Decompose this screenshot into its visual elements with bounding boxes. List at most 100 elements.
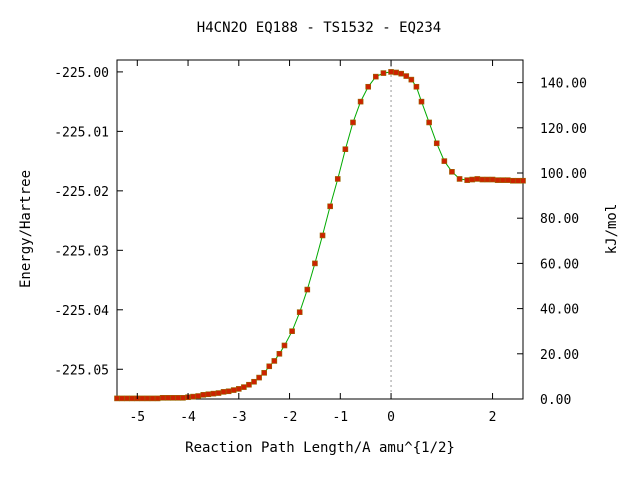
- data-point: [281, 342, 288, 349]
- y-right-tick-label: 100.00: [540, 167, 587, 182]
- x-tick-label: -1: [332, 410, 348, 425]
- data-point: [304, 286, 311, 293]
- data-point: [149, 395, 156, 402]
- data-point: [215, 390, 222, 396]
- data-point: [426, 119, 432, 126]
- y-left-tick-label: -225.04: [54, 304, 109, 319]
- data-point: [129, 395, 136, 402]
- data-point: [510, 177, 516, 184]
- data-point: [433, 140, 440, 147]
- data-point: [175, 395, 181, 401]
- data-point: [380, 70, 387, 76]
- data-point: [441, 158, 448, 164]
- data-point: [164, 395, 171, 401]
- y-right-axis-label: kJ/mol: [604, 204, 620, 255]
- data-point: [342, 146, 349, 153]
- data-point: [200, 392, 207, 398]
- data-point: [319, 232, 326, 239]
- x-tick-label: 2: [489, 410, 497, 425]
- data-point: [515, 177, 521, 184]
- data-point: [408, 76, 415, 83]
- chart-title: H4CN2O EQ188 - TS1532 - EQ234: [197, 20, 441, 36]
- data-point: [449, 169, 455, 175]
- data-point: [393, 69, 399, 76]
- y-right-tick-label: 60.00: [540, 257, 579, 272]
- y-left-tick-label: -225.05: [54, 363, 109, 378]
- data-point: [195, 393, 201, 399]
- y-left-tick-label: -225.02: [54, 185, 109, 200]
- y-right-axis-ticks: 0.00 20.00 40.00 60.00 80.00 100.00 120.00 140.…: [517, 77, 587, 408]
- data-point: [180, 395, 186, 401]
- x-tick-label: 0: [387, 410, 395, 425]
- data-point: [159, 395, 166, 401]
- data-point: [327, 203, 333, 210]
- data-point: [479, 176, 486, 183]
- data-point: [271, 358, 278, 364]
- data-point: [296, 309, 303, 315]
- y-right-tick-label: 20.00: [540, 348, 579, 363]
- data-point: [139, 395, 146, 402]
- data-point: [144, 395, 151, 402]
- y-left-axis-label: Energy/Hartree: [18, 170, 34, 288]
- data-point: [365, 83, 372, 90]
- y-right-tick-label: 140.00: [540, 77, 587, 92]
- data-point: [520, 177, 526, 184]
- data-point: [261, 370, 267, 376]
- data-point: [312, 260, 318, 267]
- x-tick-label: -3: [231, 410, 247, 425]
- data-point: [413, 83, 420, 90]
- y-left-axis-ticks: -225.05 -225.04 -225.03 -225.02 -225.01 -225.…: [54, 66, 123, 378]
- y-left-tick-label: -225.00: [54, 66, 109, 81]
- data-point: [357, 98, 364, 105]
- data-point: [124, 395, 130, 402]
- data-point: [119, 395, 125, 402]
- data-point: [210, 390, 217, 397]
- data-point: [241, 384, 247, 390]
- data-point: [398, 70, 405, 77]
- x-tick-label: -5: [129, 410, 145, 425]
- y-right-tick-label: 80.00: [540, 212, 579, 227]
- data-point: [251, 378, 257, 385]
- data-point: [220, 389, 227, 395]
- data-point: [289, 328, 295, 335]
- data-point: [334, 176, 341, 182]
- data-point: [350, 119, 356, 126]
- data-point: [484, 176, 491, 183]
- data-point: [266, 363, 273, 370]
- y-right-tick-label: 120.00: [540, 122, 587, 137]
- data-point: [114, 395, 120, 402]
- data-point: [154, 395, 161, 402]
- data-point: [474, 176, 481, 182]
- data-point: [418, 98, 425, 105]
- data-point: [489, 176, 496, 183]
- y-right-tick-label: 0.00: [540, 393, 571, 408]
- x-tick-label: -2: [282, 410, 298, 425]
- data-point: [276, 350, 283, 357]
- x-tick-label: -4: [180, 410, 196, 425]
- plot-frame: [116, 59, 524, 400]
- data-point: [499, 177, 506, 183]
- x-axis-label: Reaction Path Length/A amu^{1/2}: [185, 440, 455, 456]
- data-point: [236, 386, 242, 392]
- data-point: [494, 177, 501, 183]
- data-point: [190, 393, 196, 400]
- data-point: [464, 177, 470, 183]
- data-point: [205, 391, 212, 398]
- y-left-tick-label: -225.03: [54, 244, 109, 259]
- data-point: [170, 395, 176, 401]
- x-axis-ticks: -5 -4 -3 -2 -1 0 2: [129, 60, 496, 425]
- data-point: [373, 73, 379, 80]
- data-point: [469, 176, 476, 183]
- y-right-tick-label: 40.00: [540, 303, 579, 318]
- data-point: [388, 69, 394, 75]
- y-left-tick-label: -225.01: [54, 125, 109, 140]
- data-point: [504, 177, 511, 183]
- data-point: [230, 387, 237, 393]
- data-point: [246, 381, 252, 388]
- points-layer: [114, 69, 526, 402]
- data-point: [256, 374, 262, 381]
- data-point: [456, 176, 463, 182]
- data-point: [403, 73, 410, 79]
- data-point: [225, 388, 232, 395]
